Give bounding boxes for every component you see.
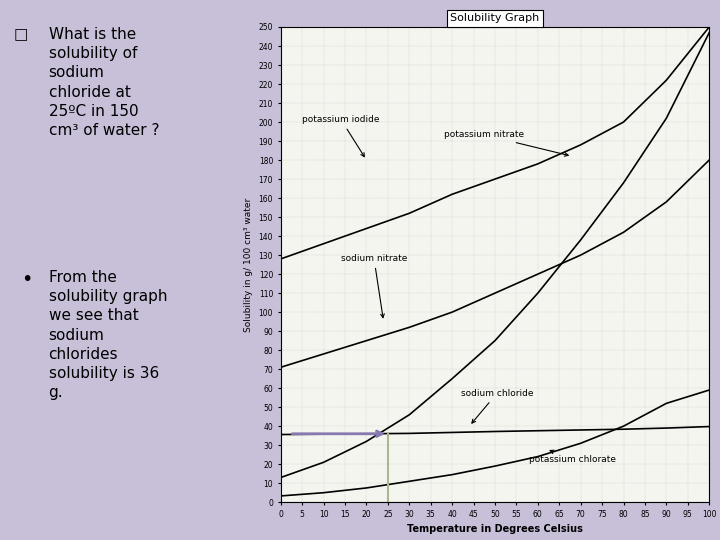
Text: From the
solubility graph
we see that
sodium
chlorides
solubility is 36
g.: From the solubility graph we see that so… xyxy=(49,270,167,400)
Text: potassium chlorate: potassium chlorate xyxy=(529,450,616,464)
Text: sodium chloride: sodium chloride xyxy=(461,389,534,423)
Y-axis label: Solubility in g/ 100 cm³ water: Solubility in g/ 100 cm³ water xyxy=(244,198,253,332)
Text: •: • xyxy=(22,270,33,289)
Text: sodium nitrate: sodium nitrate xyxy=(341,254,407,318)
Text: potassium nitrate: potassium nitrate xyxy=(444,130,568,156)
Text: □: □ xyxy=(14,27,28,42)
Text: What is the
solubility of
sodium
chloride at
25ºC in 150
cm³ of water ?: What is the solubility of sodium chlorid… xyxy=(49,27,159,138)
Text: potassium iodide: potassium iodide xyxy=(302,115,379,157)
Title: Solubility Graph: Solubility Graph xyxy=(451,14,539,23)
X-axis label: Temperature in Degrees Celsius: Temperature in Degrees Celsius xyxy=(407,524,583,535)
